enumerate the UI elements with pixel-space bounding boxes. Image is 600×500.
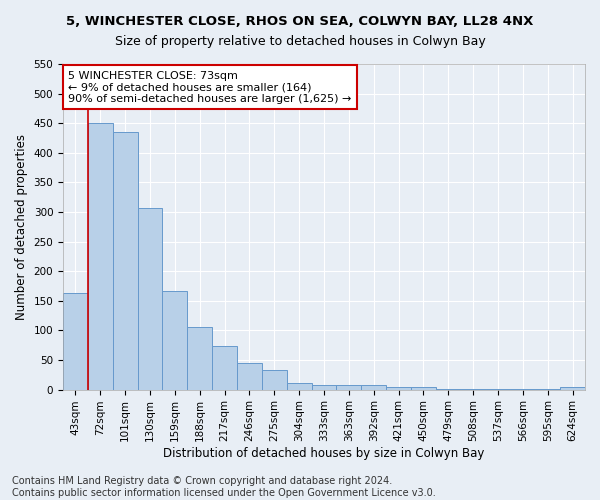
Text: Contains HM Land Registry data © Crown copyright and database right 2024.
Contai: Contains HM Land Registry data © Crown c… bbox=[12, 476, 436, 498]
Bar bbox=[361, 386, 386, 390]
Bar bbox=[187, 327, 212, 390]
Bar bbox=[63, 293, 88, 390]
X-axis label: Distribution of detached houses by size in Colwyn Bay: Distribution of detached houses by size … bbox=[163, 447, 485, 460]
Bar bbox=[386, 386, 411, 390]
Bar bbox=[311, 385, 337, 390]
Bar bbox=[137, 208, 163, 390]
Bar bbox=[212, 346, 237, 390]
Bar bbox=[485, 389, 511, 390]
Bar bbox=[88, 123, 113, 390]
Y-axis label: Number of detached properties: Number of detached properties bbox=[15, 134, 28, 320]
Bar bbox=[461, 389, 485, 390]
Bar bbox=[411, 387, 436, 390]
Bar bbox=[113, 132, 137, 390]
Bar bbox=[163, 290, 187, 390]
Bar bbox=[436, 389, 461, 390]
Text: Size of property relative to detached houses in Colwyn Bay: Size of property relative to detached ho… bbox=[115, 35, 485, 48]
Bar bbox=[560, 386, 585, 390]
Bar bbox=[511, 389, 535, 390]
Bar bbox=[237, 363, 262, 390]
Text: 5, WINCHESTER CLOSE, RHOS ON SEA, COLWYN BAY, LL28 4NX: 5, WINCHESTER CLOSE, RHOS ON SEA, COLWYN… bbox=[67, 15, 533, 28]
Bar bbox=[262, 370, 287, 390]
Bar bbox=[337, 385, 361, 390]
Bar bbox=[287, 383, 311, 390]
Bar bbox=[535, 389, 560, 390]
Text: 5 WINCHESTER CLOSE: 73sqm
← 9% of detached houses are smaller (164)
90% of semi-: 5 WINCHESTER CLOSE: 73sqm ← 9% of detach… bbox=[68, 70, 352, 104]
